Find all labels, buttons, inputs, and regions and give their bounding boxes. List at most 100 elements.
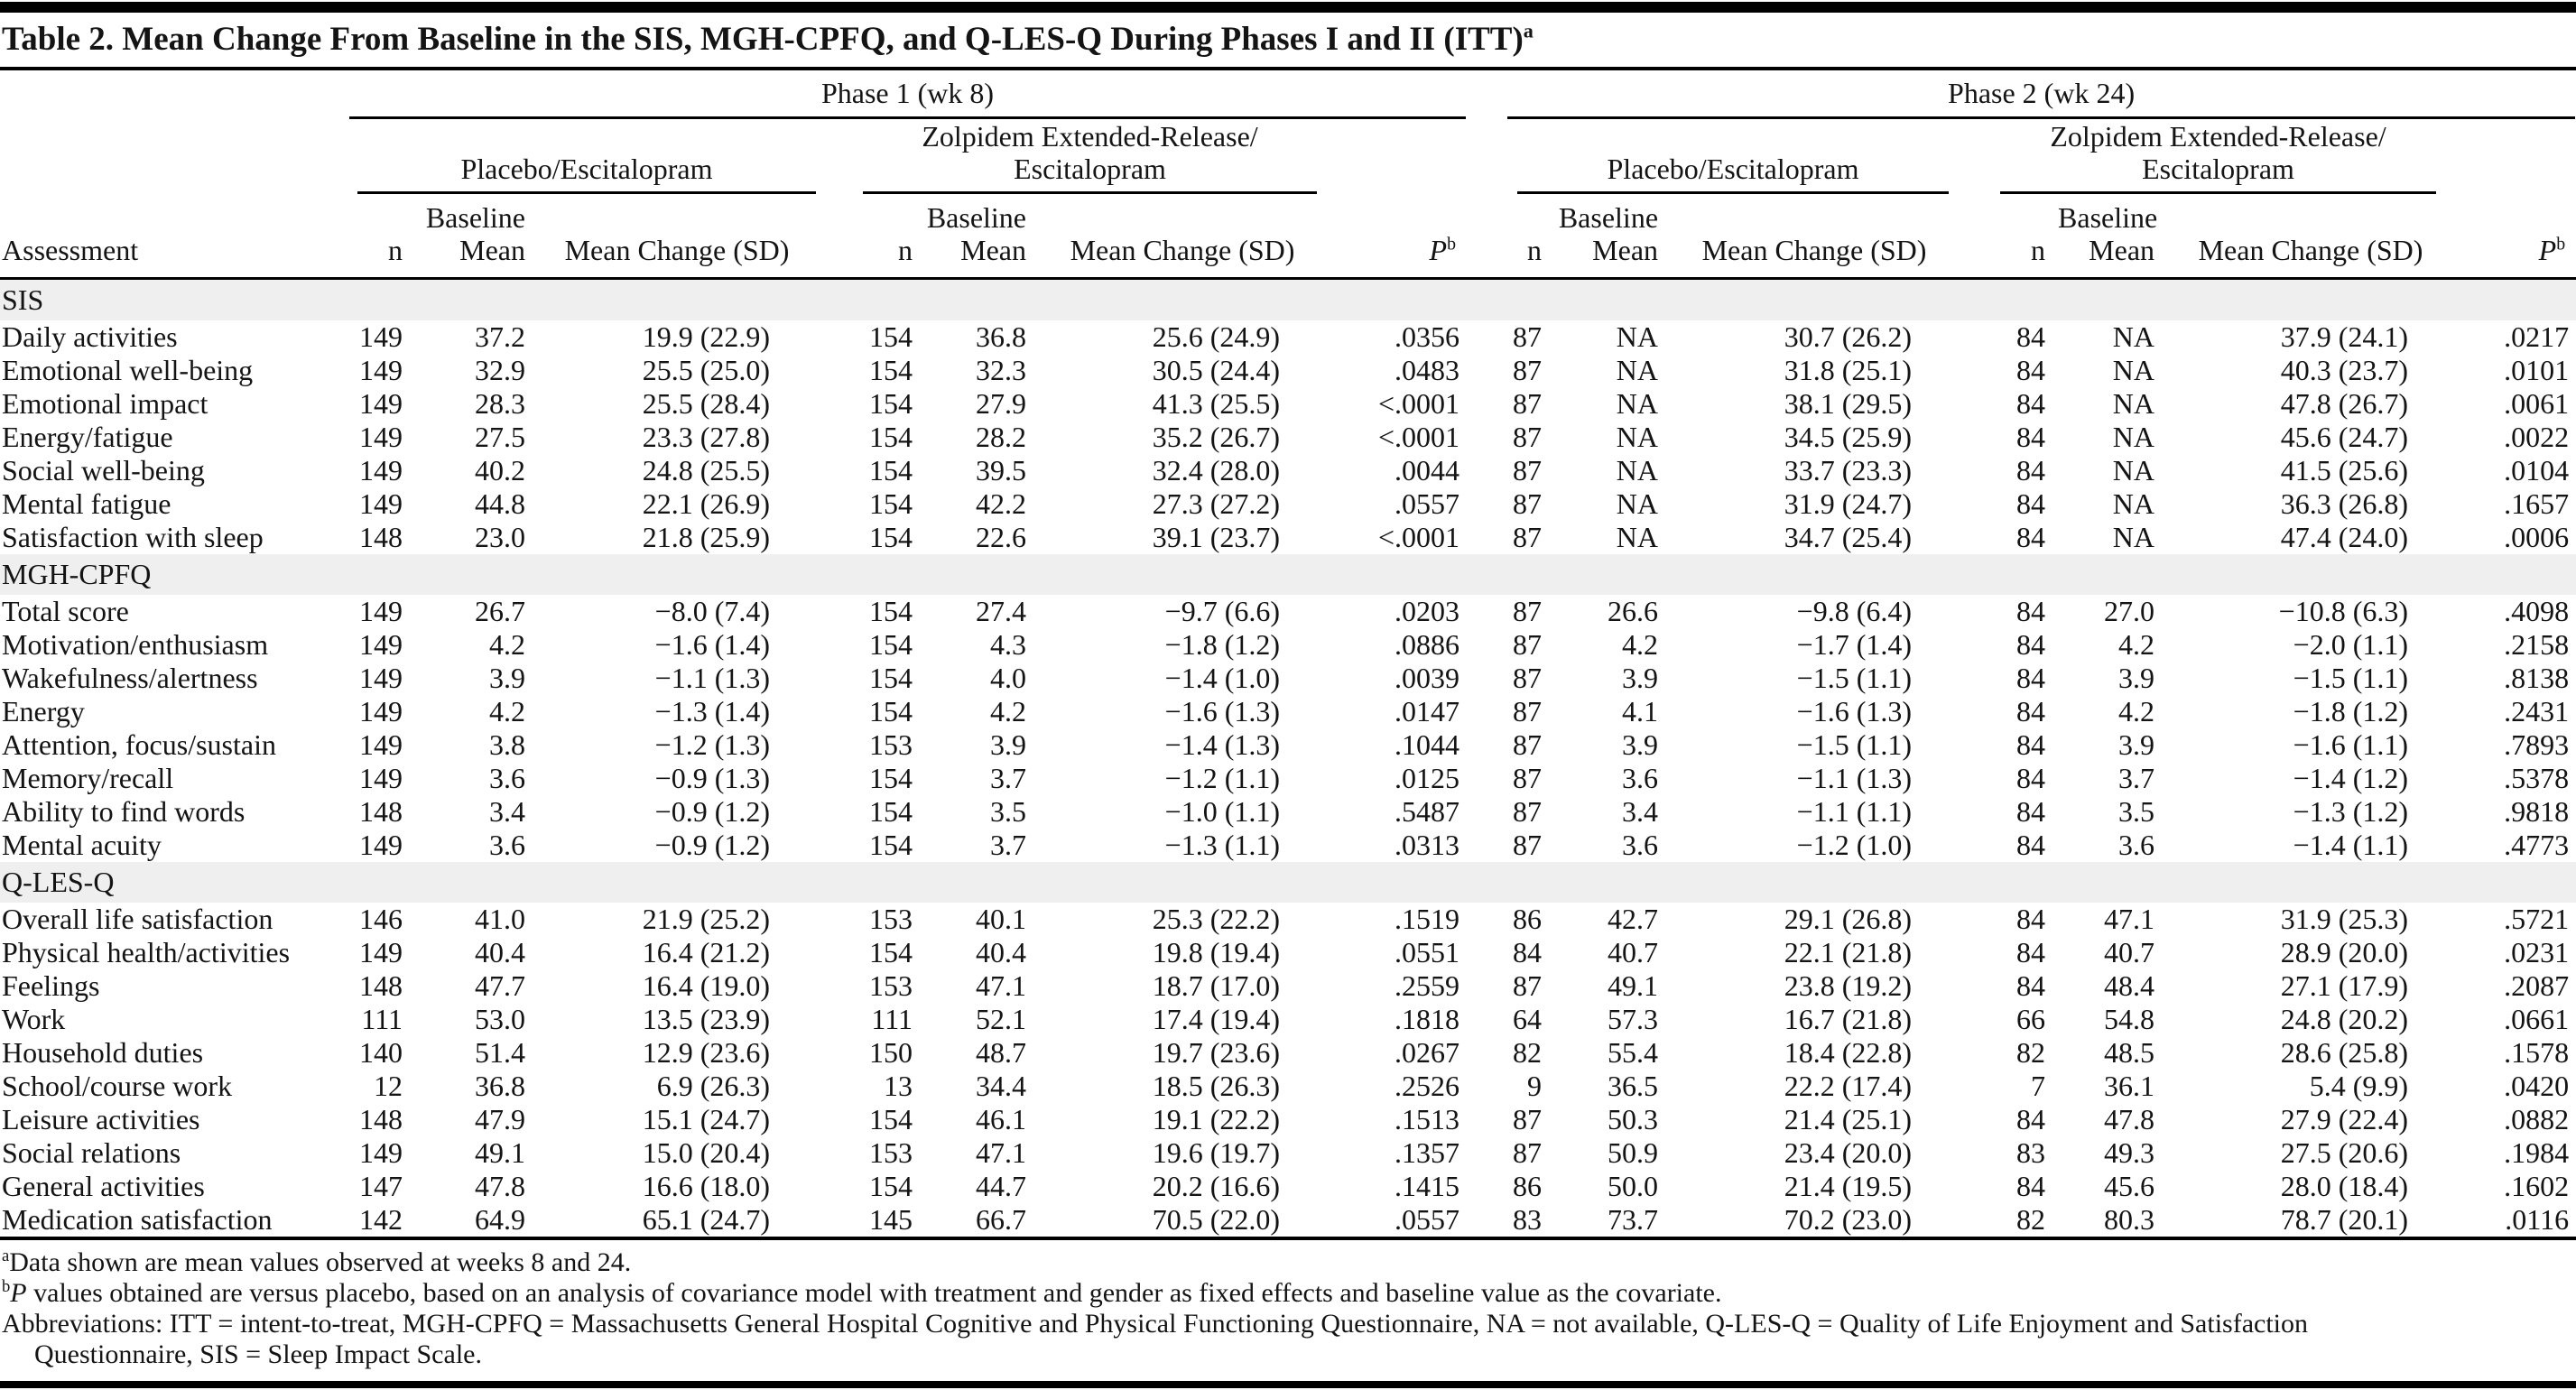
baseline-mean-value: NA <box>1616 420 1659 453</box>
assessment-label: Motivation/enthusiasm <box>2 627 269 661</box>
baseline-mean-value: 3.4 <box>1622 794 1659 828</box>
column-label-row: Assessment n Baseline Mean Mean Change (S… <box>0 195 2576 280</box>
mean-change-value: 21.4 (25.1) <box>1784 1102 1913 1135</box>
baseline-mean-value: 22.6 <box>976 520 1026 553</box>
mean-change-value: 47.4 (24.0) <box>2280 520 2409 553</box>
mean-change-value: 22.1 (26.9) <box>642 486 770 520</box>
assessment-label: Attention, focus/sustain <box>2 727 276 761</box>
mean-change-value: −8.0 (7.4) <box>654 594 770 627</box>
baseline-mean-value: 34.4 <box>976 1069 1026 1102</box>
mean-change-value: 21.8 (25.9) <box>642 520 770 553</box>
n-value: 154 <box>869 520 913 553</box>
n-value: 149 <box>359 386 403 420</box>
p-value: .9818 <box>2504 794 2570 828</box>
baseline-mean-value: 50.0 <box>1608 1169 1659 1202</box>
n-value: 84 <box>2016 486 2046 520</box>
p-value: <.0001 <box>1377 420 1460 453</box>
mean-change-value: −1.1 (1.3) <box>1796 761 1913 794</box>
p-value: .1818 <box>1395 1002 1460 1035</box>
table-row: Daily activities 149 37.2 19.9 (22.9) 154 36.… <box>0 320 2576 354</box>
mean-change-value: 19.6 (19.7) <box>1152 1135 1280 1169</box>
n-value: 7 <box>2031 1069 2046 1102</box>
n-value: 149 <box>359 727 403 761</box>
assessment-label: Memory/recall <box>2 761 174 794</box>
p-value: .1657 <box>2504 486 2570 520</box>
baseline-mean-value: 51.4 <box>475 1035 525 1069</box>
baseline-mean-value: 36.8 <box>475 1069 525 1102</box>
mean-change-value: 78.7 (20.1) <box>2280 1202 2409 1236</box>
mean-change-value: 40.3 (23.7) <box>2280 353 2409 386</box>
phase-1-header: Phase 1 (wk 8) <box>349 77 1467 119</box>
n-value: 154 <box>869 453 913 486</box>
footnote-b: bP values obtained are versus placebo, b… <box>2 1278 2576 1309</box>
mean-change-value: 16.7 (21.8) <box>1784 1002 1913 1035</box>
n-value: 87 <box>1513 1102 1543 1135</box>
n-value: 84 <box>2016 902 2046 935</box>
p-value: .0231 <box>2504 935 2570 968</box>
treatment-header-row: Placebo/Escitalopram Zolpidem Extended-R… <box>0 120 2576 196</box>
mean-change-value: 38.1 (29.5) <box>1784 386 1913 420</box>
n-value: 84 <box>1513 935 1543 968</box>
p-value: .5378 <box>2504 761 2570 794</box>
p-value: .0267 <box>1395 1035 1460 1069</box>
baseline-mean-value: NA <box>2112 453 2155 486</box>
mean-change-value: −1.6 (1.3) <box>1796 694 1913 727</box>
baseline-mean-value: NA <box>2112 320 2155 353</box>
baseline-mean-value: 64.9 <box>475 1202 525 1236</box>
mean-change-value: 33.7 (23.3) <box>1784 453 1913 486</box>
mean-change-value: 34.7 (25.4) <box>1784 520 1913 553</box>
baseline-mean-value: 32.3 <box>976 353 1026 386</box>
baseline-mean-value: 27.0 <box>2104 594 2155 627</box>
mean-change-value: −1.2 (1.1) <box>1164 761 1280 794</box>
p-value: .2158 <box>2504 627 2570 661</box>
p-value: .1519 <box>1395 902 1460 935</box>
footnotes: aData shown are mean values observed at … <box>0 1240 2576 1377</box>
baseline-mean-value: 40.7 <box>2104 935 2155 968</box>
phase1-placebo-header-cell: Placebo/Escitalopram <box>343 120 817 196</box>
table-row: Leisure activities 148 47.9 15.1 (24.7) 154 4… <box>0 1103 2576 1136</box>
p-value: .0420 <box>2504 1069 2570 1102</box>
p-value: .0882 <box>2504 1102 2570 1135</box>
p-value: .0006 <box>2504 520 2570 553</box>
baseline-mean-value: 4.2 <box>489 627 525 661</box>
baseline-mean-value: 48.4 <box>2104 968 2155 1002</box>
n-value: 12 <box>374 1069 403 1102</box>
n-value: 87 <box>1513 627 1543 661</box>
n-value: 84 <box>2016 320 2046 353</box>
assessment-label: Social relations <box>2 1135 181 1169</box>
baseline-mean-value: 47.1 <box>976 1135 1026 1169</box>
n-value: 87 <box>1513 353 1543 386</box>
p-value: .5721 <box>2504 902 2570 935</box>
footnote-a: aData shown are mean values observed at … <box>2 1247 2576 1278</box>
table-body: SIS Daily activities 149 37.2 19.9 (22.9) 154… <box>0 278 2576 1238</box>
n-value: 66 <box>2016 1002 2046 1035</box>
footnote-b-marker: b <box>2 1276 11 1296</box>
table-row: General activities 147 47.8 16.6 (18.0) 154 4… <box>0 1170 2576 1203</box>
baseline-mean-value: 48.7 <box>976 1035 1026 1069</box>
n-value: 84 <box>2016 935 2046 968</box>
baseline-mean-value: 47.8 <box>475 1169 525 1202</box>
n-value: 87 <box>1513 968 1543 1002</box>
mean-change-value: 45.6 (24.7) <box>2280 420 2409 453</box>
blank-cell <box>1327 120 1467 196</box>
mean-change-value: 39.1 (23.7) <box>1152 520 1280 553</box>
mean-change-value: −1.2 (1.0) <box>1796 828 1913 861</box>
n-value: 87 <box>1513 794 1543 828</box>
mean-change-value: 22.1 (21.8) <box>1784 935 1913 968</box>
p-value: .0551 <box>1395 935 1460 968</box>
mean-change-value: −2.0 (1.1) <box>2293 627 2409 661</box>
mean-label: Mean <box>960 233 1026 266</box>
p-value: .0313 <box>1395 828 1460 861</box>
p-value: .2087 <box>2504 968 2570 1002</box>
table-row: Satisfaction with sleep 148 23.0 21.8 (25.9… <box>0 521 2576 554</box>
baseline-mean-value: 41.0 <box>475 902 525 935</box>
mean-change-value: 23.3 (27.8) <box>642 420 770 453</box>
mean-change-value: 25.6 (24.9) <box>1152 320 1280 353</box>
baseline-mean-value: 3.9 <box>990 727 1026 761</box>
p-value: .0557 <box>1395 486 1460 520</box>
table-row: Household duties 140 51.4 12.9 (23.6) 150 48.… <box>0 1036 2576 1070</box>
n-value: 82 <box>2016 1202 2046 1236</box>
n-value: 149 <box>359 661 403 694</box>
mean-change-value: 27.3 (27.2) <box>1152 486 1280 520</box>
